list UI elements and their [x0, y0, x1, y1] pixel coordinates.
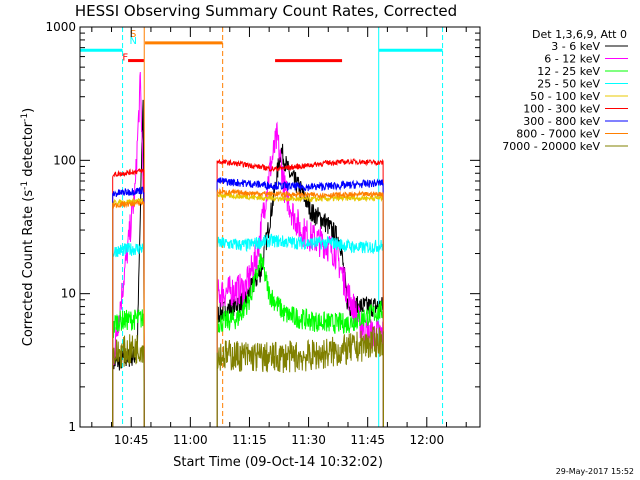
x-tick-label-3: 11:30 [291, 433, 326, 447]
x-tick-label-5: 12:00 [410, 433, 445, 447]
x-tick-label-4: 11:45 [350, 433, 385, 447]
legend-label-0: 3 - 6 keV [551, 40, 600, 53]
series-line-3 [112, 233, 384, 428]
timestamp: 29-May-2017 15:52 [556, 467, 634, 476]
y-axis-label-sup2: -1 [20, 113, 30, 122]
y-tick-label-1: 10 [61, 287, 76, 301]
series-line-1 [112, 71, 384, 428]
series-line-0 [112, 99, 384, 428]
x-tick-label-0: 10:45 [114, 433, 149, 447]
flag-letter-n: N [129, 36, 136, 47]
legend-label-3: 25 - 50 keV [537, 78, 600, 91]
flag-letter-f: F [122, 53, 128, 64]
series-line-2 [112, 253, 384, 428]
y-axis-label-main: Corrected Count Rate (s [21, 190, 36, 347]
legend-label-8: 7000 - 20000 keV [502, 140, 600, 153]
y-axis-label-mid: detector [21, 121, 36, 181]
y-tick-label-2: 100 [53, 153, 76, 167]
legend-label-2: 12 - 25 keV [537, 65, 600, 78]
x-tick-label-2: 11:15 [232, 433, 267, 447]
chart-title: HESSI Observing Summary Count Rates, Cor… [75, 2, 457, 20]
series-line-7 [112, 187, 384, 428]
legend-label-7: 800 - 7000 keV [516, 128, 600, 141]
legend-label-1: 6 - 12 keV [544, 53, 600, 66]
flag-letter-s: S [130, 29, 136, 40]
y-tick-label-3: 1000 [45, 20, 76, 34]
x-axis-label: Start Time (09-Oct-14 10:32:02) [173, 455, 383, 470]
series-line-4 [112, 191, 384, 428]
y-axis-label: Corrected Count Rate (s-1 detector-1) [20, 108, 36, 346]
y-axis-label-end: ) [21, 108, 36, 113]
series-line-6 [112, 177, 384, 428]
series-line-5 [112, 158, 384, 428]
plot-frame [79, 26, 481, 428]
x-tick-label-1: 11:00 [173, 433, 208, 447]
series-line-8 [112, 326, 384, 428]
legend-label-5: 100 - 300 keV [523, 103, 600, 116]
legend-label-6: 300 - 800 keV [523, 115, 600, 128]
legend-label-4: 50 - 100 keV [530, 90, 600, 103]
y-axis-label-sup1: -1 [20, 181, 30, 190]
y-tick-label-0: 1 [68, 420, 76, 434]
legend-header: Det 1,3,6,9, Att 0 [532, 28, 627, 41]
